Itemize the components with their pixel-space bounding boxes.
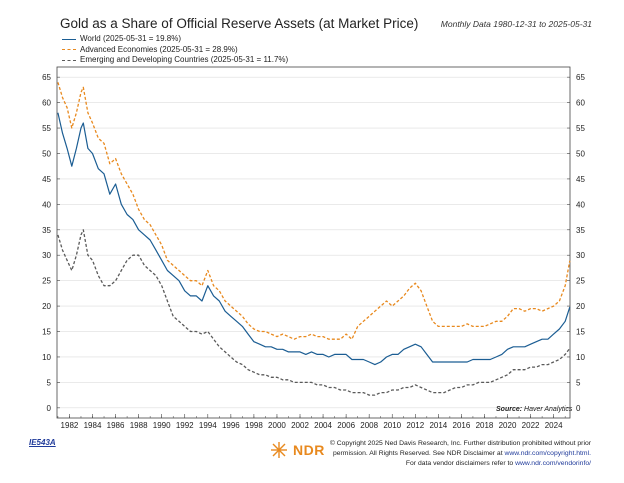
chart-title: Gold as a Share of Official Reserve Asse… <box>60 16 419 31</box>
y-tick-label-right: 60 <box>576 99 585 108</box>
legend-label-emerging: Emerging and Developing Countries (2025-… <box>80 55 289 64</box>
y-tick-label-right: 20 <box>576 302 585 311</box>
y-tick-label-left: 40 <box>42 200 51 209</box>
y-tick-label-right: 25 <box>576 277 585 286</box>
y-tick-label-left: 60 <box>42 99 51 108</box>
x-tick-label: 1994 <box>199 421 217 430</box>
copyright-line-3: For data vendor disclaimers refer to www… <box>321 459 591 469</box>
y-tick-label-left: 35 <box>42 226 51 235</box>
y-tick-label-left: 50 <box>42 149 51 158</box>
x-tick-label: 2010 <box>383 421 401 430</box>
x-tick-label: 2022 <box>522 421 540 430</box>
x-tick-label: 1986 <box>107 421 125 430</box>
ndr-logo-icon <box>271 442 287 458</box>
source-note: Source: Haver Analytics <box>496 406 572 413</box>
vendor-info-link[interactable]: www.ndr.com/vendorinfo/ <box>515 460 591 467</box>
ndr-logo: NDR <box>268 441 325 459</box>
legend-swatch-emerging <box>62 59 76 61</box>
y-tick-label-right: 0 <box>576 404 581 413</box>
series-line-advanced <box>57 82 571 340</box>
y-tick-label-right: 35 <box>576 226 585 235</box>
y-tick-label-right: 30 <box>576 251 585 260</box>
y-tick-label-right: 45 <box>576 175 585 184</box>
y-tick-label-left: 25 <box>42 277 51 286</box>
y-tick-label-left: 20 <box>42 302 51 311</box>
x-tick-label: 2004 <box>314 421 332 430</box>
y-tick-label-right: 15 <box>576 328 585 337</box>
source-text: Haver Analytics <box>524 406 573 413</box>
copyright-line-2: permission. All Rights Reserved. See NDR… <box>321 449 591 459</box>
legend-swatch-world <box>62 38 76 40</box>
y-tick-label-right: 55 <box>576 124 585 133</box>
plot-frame <box>56 66 571 419</box>
x-tick-label: 1996 <box>222 421 240 430</box>
y-tick-label-left: 30 <box>42 251 51 260</box>
x-tick-label: 1990 <box>153 421 171 430</box>
copyright-link[interactable]: www.ndr.com/copyright.html. <box>504 450 591 457</box>
date-range: Monthly Data 1980-12-31 to 2025-05-31 <box>440 19 592 29</box>
series-line-world <box>57 112 571 366</box>
x-tick-label: 2006 <box>337 421 355 430</box>
y-tick-label-left: 55 <box>42 124 51 133</box>
legend-label-advanced: Advanced Economies (2025-05-31 = 28.9%) <box>80 44 238 54</box>
x-tick-label: 1984 <box>84 421 102 430</box>
y-tick-label-right: 5 <box>576 378 581 387</box>
y-tick-label-right: 10 <box>576 353 585 362</box>
x-tick-label: 2016 <box>453 421 471 430</box>
x-tick-label: 1988 <box>130 421 148 430</box>
legend-item-advanced: Advanced Economies (2025-05-31 = 28.9%) <box>62 45 288 56</box>
legend-item-world: World (2025-05-31 = 19.8%) <box>62 34 288 45</box>
copyright-line-1: © Copyright 2025 Ned Davis Research, Inc… <box>329 440 591 447</box>
x-tick-label: 2024 <box>545 421 563 430</box>
x-tick-label: 2018 <box>476 421 494 430</box>
x-tick-label: 2014 <box>429 421 447 430</box>
y-tick-label-right: 65 <box>576 73 585 82</box>
copyright-line-3-text: For data vendor disclaimers refer to <box>405 460 514 467</box>
y-tick-label-right: 50 <box>576 149 585 158</box>
legend-swatch-advanced <box>62 49 76 51</box>
y-tick-label-left: 65 <box>42 73 51 82</box>
source-label: Source: <box>496 406 523 413</box>
x-tick-label: 1992 <box>176 421 194 430</box>
legend: World (2025-05-31 = 19.8%) Advanced Econ… <box>62 34 288 66</box>
chart-code-link[interactable]: IE543A <box>29 438 56 447</box>
y-tick-label-left: 15 <box>42 328 51 337</box>
copyright-line-2-text: permission. All Rights Reserved. See NDR… <box>332 450 503 457</box>
x-tick-label: 2020 <box>499 421 517 430</box>
x-tick-label: 2000 <box>268 421 286 430</box>
y-tick-label-left: 0 <box>47 404 52 413</box>
series-line-emerging <box>57 229 571 396</box>
y-tick-label-left: 5 <box>47 378 52 387</box>
y-tick-label-left: 45 <box>42 175 51 184</box>
x-tick-label: 2008 <box>360 421 378 430</box>
x-tick-label: 1998 <box>245 421 263 430</box>
y-tick-label-right: 40 <box>576 200 585 209</box>
legend-label-world: World (2025-05-31 = 19.8%) <box>80 34 182 43</box>
copyright-notice: © Copyright 2025 Ned Davis Research, Inc… <box>321 439 591 469</box>
x-tick-label: 2002 <box>291 421 309 430</box>
legend-item-emerging: Emerging and Developing Countries (2025-… <box>62 55 288 66</box>
ndr-logo-text: NDR <box>293 442 325 458</box>
x-tick-label: 2012 <box>406 421 424 430</box>
y-tick-label-left: 10 <box>42 353 51 362</box>
x-tick-label: 1982 <box>61 421 79 430</box>
